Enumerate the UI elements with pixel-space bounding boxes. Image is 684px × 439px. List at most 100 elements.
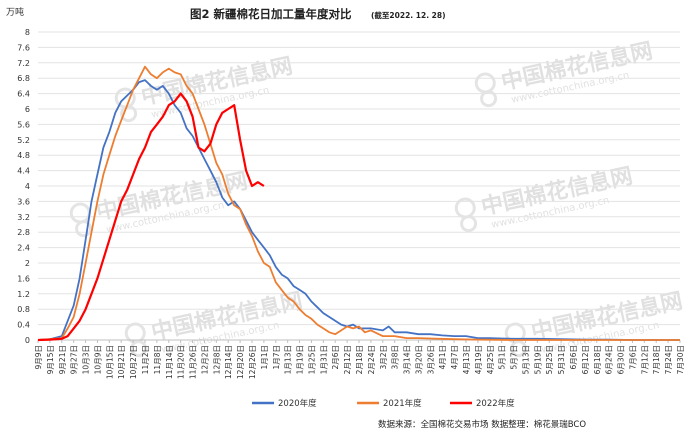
x-tick-label: 3月2日 — [379, 345, 388, 370]
y-tick-label: 6.4 — [17, 90, 30, 99]
watermark-logo-icon — [454, 197, 476, 219]
x-tick-label: 11月2日 — [141, 345, 150, 374]
watermark-logo-icon — [474, 72, 496, 94]
series-line-2 — [37, 92, 265, 342]
x-tick-label: 6月30日 — [617, 345, 626, 374]
chart-title-note: (截至2022. 12. 28) — [371, 10, 446, 20]
x-tick-label: 9月15日 — [46, 345, 55, 374]
y-tick-label: 3.2 — [17, 213, 30, 222]
x-tick-label: 10月15日 — [105, 345, 114, 379]
x-tick-label: 12月2日 — [200, 345, 209, 374]
series-layer — [37, 65, 680, 342]
x-tick-label: 1月1日 — [260, 345, 269, 370]
x-tick-label: 10月3日 — [82, 345, 91, 374]
x-tick-label: 4月1日 — [438, 345, 447, 370]
x-tick-label: 3月8日 — [391, 345, 400, 370]
x-axis: 9月9日 9月15日 9月21日 9月27日 10月3日 10月9日 10月15日 10月21… — [34, 340, 684, 379]
x-tick-label: 2月12日 — [343, 345, 352, 374]
x-tick-label: 1月13日 — [284, 345, 293, 374]
x-tick-label: 9月21日 — [58, 345, 67, 374]
x-tick-label: 11月8日 — [153, 345, 162, 374]
x-tick-label: 2月18日 — [355, 345, 364, 374]
legend: 2020年度 2021年度 2022年度 — [252, 398, 515, 409]
y-tick-label: 0 — [25, 336, 30, 345]
x-tick-label: 3月20日 — [414, 345, 423, 374]
x-tick-label: 7月6日 — [628, 345, 637, 370]
y-axis: 0 0.4 0.8 1.2 1.6 2 2.4 2.8 3.2 3.6 4 4.4 4.8 5.2 5.6 6… — [17, 28, 30, 345]
x-tick-label: 6月24日 — [605, 345, 614, 374]
y-tick-label: 7.2 — [17, 59, 30, 68]
y-tick-label: 2 — [25, 259, 30, 268]
x-tick-label: 6月18日 — [593, 345, 602, 374]
x-tick-label: 7月24日 — [664, 345, 673, 374]
legend-label: 2020年度 — [278, 398, 317, 409]
x-tick-label: 1月19日 — [296, 345, 305, 374]
x-tick-label: 3月26日 — [426, 345, 435, 374]
legend-label: 2021年度 — [383, 398, 422, 409]
y-tick-label: 7.6 — [17, 43, 30, 52]
x-tick-label: 10月9日 — [93, 345, 102, 374]
watermark-logo-icon — [130, 340, 148, 358]
x-tick-label: 3月14日 — [403, 345, 412, 374]
x-tick-label: 4月19日 — [474, 345, 483, 374]
y-tick-label: 1.6 — [17, 274, 30, 283]
series-line-1 — [37, 65, 680, 341]
x-tick-label: 6月6日 — [569, 345, 578, 370]
y-tick-label: 4 — [25, 182, 30, 191]
x-tick-label: 4月13日 — [462, 345, 471, 374]
y-tick-label: 4.8 — [17, 151, 30, 160]
x-tick-label: 12月14日 — [224, 345, 233, 379]
y-tick-label: 5.6 — [17, 120, 30, 129]
y-tick-label: 0.8 — [17, 305, 30, 314]
x-tick-label: 5月7日 — [510, 345, 519, 370]
x-tick-label: 4月25日 — [486, 345, 495, 374]
watermark-logo-icon — [75, 220, 93, 238]
y-tick-label: 8 — [25, 28, 30, 37]
y-tick-label: 2.4 — [17, 244, 30, 253]
series-line-0 — [37, 79, 680, 341]
y-tick-label: 0.4 — [17, 321, 30, 330]
x-tick-label: 1月7日 — [272, 345, 281, 370]
x-tick-label: 12月8日 — [212, 345, 221, 374]
x-tick-label: 1月25日 — [307, 345, 316, 374]
x-tick-label: 2月24日 — [367, 345, 376, 374]
x-tick-label: 7月12日 — [640, 345, 649, 374]
y-axis-unit: 万吨 — [6, 6, 24, 18]
x-tick-label: 1月31日 — [319, 345, 328, 374]
y-tick-label: 6.8 — [17, 74, 30, 83]
x-tick-label: 11月26日 — [189, 345, 198, 379]
x-tick-label: 9月27日 — [70, 345, 79, 374]
y-tick-label: 4.4 — [17, 167, 30, 176]
x-tick-label: 7月18日 — [652, 345, 661, 374]
x-tick-label: 10月27日 — [129, 345, 138, 379]
x-tick-label: 4月7日 — [450, 345, 459, 370]
x-tick-label: 12月26日 — [248, 345, 257, 379]
footer-source: 数据来源：全国棉花交易市场 数据整理：棉花景瑞BCO — [378, 419, 586, 430]
x-tick-label: 2月6日 — [331, 345, 340, 370]
x-tick-label: 11月20日 — [177, 345, 186, 379]
y-tick-label: 3.6 — [17, 197, 30, 206]
chart-title: 图2 新疆棉花日加工量年度对比 — [190, 7, 352, 21]
x-tick-label: 10月21日 — [117, 345, 126, 379]
watermark-logo-icon — [510, 340, 528, 358]
watermark-logo-icon — [120, 105, 138, 123]
y-tick-label: 1.2 — [17, 290, 30, 299]
x-tick-label: 9月9日 — [34, 345, 43, 370]
x-tick-label: 5月19日 — [533, 345, 542, 374]
y-tick-label: 2.8 — [17, 228, 30, 237]
y-tick-label: 5.2 — [17, 136, 30, 145]
x-tick-label: 12月20日 — [236, 345, 245, 379]
gridlines — [38, 31, 680, 341]
x-tick-label: 6月12日 — [581, 345, 590, 374]
x-tick-label: 5月25日 — [545, 345, 554, 374]
x-tick-label: 5月13日 — [521, 345, 530, 374]
x-tick-label: 5月1日 — [498, 345, 507, 370]
x-tick-label: 11月14日 — [165, 345, 174, 379]
x-tick-label: 5月31日 — [557, 345, 566, 374]
watermark-logo-icon — [69, 202, 91, 224]
y-tick-label: 6 — [25, 105, 30, 114]
